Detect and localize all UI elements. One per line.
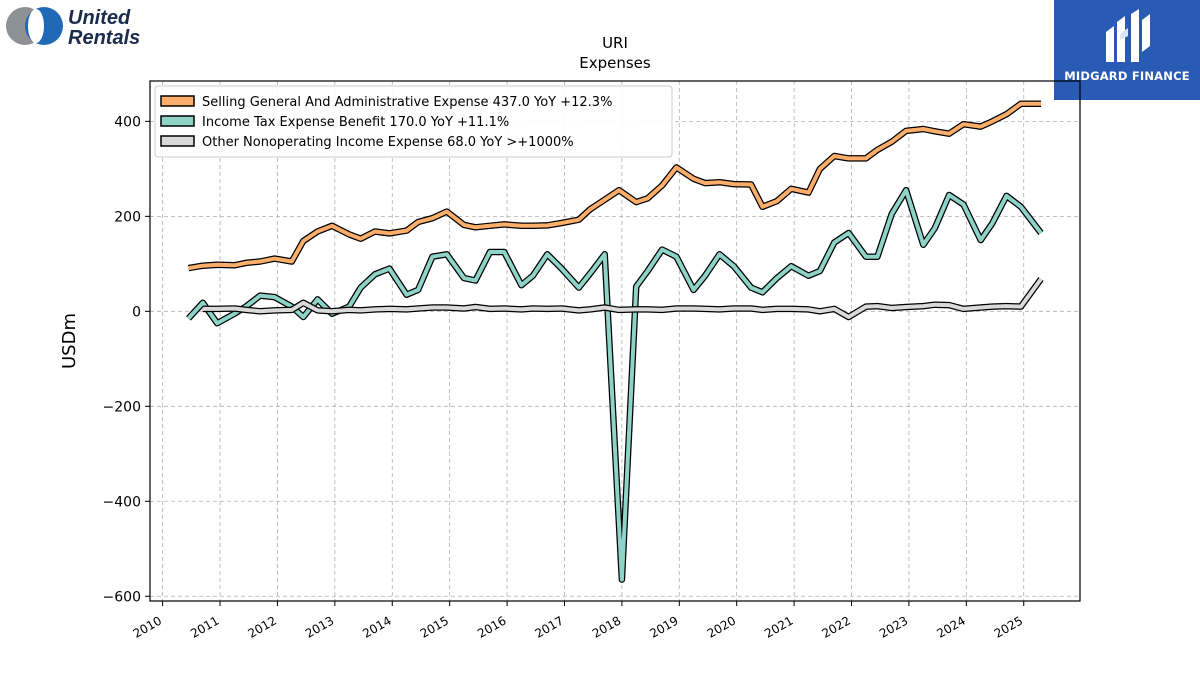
x-tick-label: 2010 [131,613,164,640]
logo-left-line2: Rentals [68,27,140,48]
chart-title: URI [602,34,628,52]
x-tick-label: 2025 [992,613,1025,640]
x-tick-label: 2013 [303,613,336,640]
x-tick-label: 2023 [877,613,910,640]
legend-swatch-1 [160,115,195,127]
legend-label-0: Selling General And Administrative Expen… [202,95,612,110]
midgard-finance-logo: MIDGARD FINANCE [1054,0,1200,100]
y-tick-label: 0 [132,304,141,320]
x-tick-label: 2016 [475,613,508,640]
series-line-0 [188,101,1041,271]
x-tick-label: 2014 [360,613,393,640]
legend-label-1: Income Tax Expense Benefit 170.0 YoY +11… [202,115,509,130]
y-tick-label: −600 [103,589,141,605]
series-line-2 [202,277,1043,319]
united-rentals-logo: United Rentals [6,6,156,49]
y-axis-label: USDm [59,313,80,369]
x-tick-label: 2015 [418,613,451,640]
series-outline-1 [186,186,1044,583]
x-tick-label: 2017 [533,613,566,640]
united-rentals-logo-icon: United Rentals [6,7,140,49]
series-lines [186,100,1044,583]
plot-frame [149,80,1081,602]
y-tick-label: −200 [103,399,141,415]
midgard-finance-text: MIDGARD FINANCE [1064,69,1190,83]
y-tick-label: −400 [103,494,141,510]
y-tick-label: 400 [114,114,141,130]
grid [150,81,1080,601]
logo-left-line1: United [68,7,131,29]
x-tick-label: 2021 [762,613,795,640]
legend: Selling General And Administrative Expen… [154,85,673,158]
axes: −600 −400 −200 0 200 400 2010 2011 2012 2013 2014 2… [103,114,1026,641]
x-tick-label: 2019 [647,613,680,640]
x-tick-label: 2018 [590,613,623,640]
legend-box [154,85,673,158]
x-tick-label: 2011 [188,613,221,640]
legend-label-2: Other Nonoperating Income Expense 68.0 Y… [202,135,574,150]
x-tick-label: 2024 [934,613,967,640]
legend-swatch-0 [160,95,195,107]
x-tick-label: 2022 [820,613,853,640]
chart-subtitle: Expenses [579,54,651,72]
x-tick-label: 2020 [705,613,738,640]
y-tick-label: 200 [114,209,141,225]
x-tick-label: 2012 [245,613,278,640]
midgard-finance-logo-icon [1106,9,1150,62]
legend-swatch-2 [160,135,195,147]
